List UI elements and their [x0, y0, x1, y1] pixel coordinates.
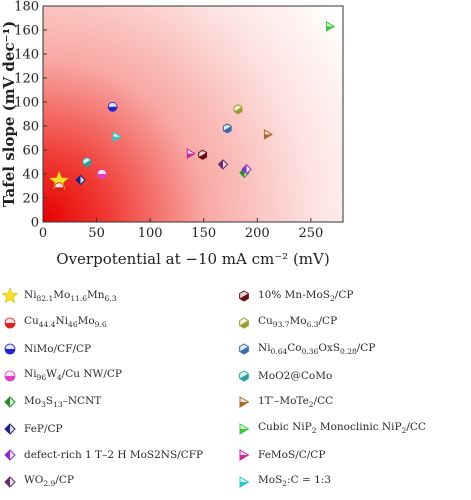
data-point-15 — [186, 148, 196, 159]
legend-marker-icon — [239, 475, 250, 488]
data-point-12 — [82, 156, 92, 168]
legend-marker-icon — [4, 396, 16, 408]
y-tick-label: 60 — [22, 144, 39, 159]
legend-marker-icon — [239, 290, 249, 302]
y-tick-label: 140 — [14, 48, 39, 63]
legend-label: Mo3S13–NCNT — [24, 394, 102, 410]
legend-label: Ni82.1Mo11.6Mn6.3 — [24, 288, 117, 304]
data-point-9 — [198, 149, 208, 160]
plot-frame — [42, 5, 344, 223]
y-tick-label: 180 — [14, 0, 39, 15]
legend-marker-icon — [239, 343, 249, 355]
x-tick-label: 0 — [39, 226, 47, 241]
data-point-13 — [263, 129, 274, 140]
legend-label: FeMoS/C/CP — [258, 449, 326, 461]
legend-label: FeP/CP — [24, 422, 63, 435]
y-tick-label: 80 — [22, 120, 39, 135]
legend-item: 10% Mn-MoS2/CP — [236, 286, 353, 306]
y-tick-label: 0 — [31, 216, 39, 231]
legend-marker-icon — [239, 396, 250, 408]
legend-item: Cubic NiP2 Monoclinic NiP2/CC — [236, 419, 426, 439]
legend-item: Cu44.4Ni46Mo9.6 — [2, 313, 107, 333]
legend-label: Ni96W4/Cu NW/CP — [24, 368, 122, 383]
legend-label: defect-rich 1 T–2 H MoS2NS/CFP — [24, 449, 204, 461]
legend-marker-icon — [4, 475, 16, 488]
data-point-2 — [54, 182, 64, 193]
legend-label: NiMo/CF/CP — [24, 343, 92, 355]
legend-marker-icon — [4, 343, 16, 355]
legend-label: Cu93.7Mo6.3/CP — [258, 315, 338, 330]
x-tick-label: 200 — [245, 226, 270, 241]
data-point-7 — [241, 163, 252, 175]
y-tick-label: 120 — [14, 72, 39, 87]
x-tick-label: 250 — [298, 226, 323, 241]
legend-marker-icon — [4, 317, 16, 328]
legend-item: Cu93.7Mo6.3/CP — [236, 313, 337, 333]
x-tick-label: 100 — [138, 226, 163, 241]
legend-item: FeMoS/C/CP — [236, 445, 325, 465]
legend-item: defect-rich 1 T–2 H MoS2NS/CFP — [2, 445, 203, 465]
data-point-3 — [107, 101, 118, 112]
data-point-14 — [326, 21, 336, 32]
legend-label: MoO2@CoMo — [258, 369, 333, 382]
legend-marker-icon — [4, 422, 16, 435]
data-point-6 — [75, 174, 86, 186]
legend: Ni82.1Mo11.6Mn6.3 Cu44.4Ni46Mo9.6 NiMo/CF/… — [0, 282, 471, 500]
legend-item: MoO2@CoMo — [236, 366, 332, 386]
legend-marker-icon — [239, 449, 250, 461]
legend-label: Cubic NiP2 Monoclinic NiP2/CC — [258, 421, 426, 436]
plot-background — [43, 6, 343, 222]
data-point-16 — [112, 131, 122, 143]
y-tick-label: 20 — [22, 192, 39, 207]
legend-item: Ni0.64Co0.36OxS0.28/CP — [236, 339, 375, 359]
legend-marker-icon — [239, 369, 249, 382]
y-axis-label: Tafel slope (mV dec⁻¹) — [0, 21, 18, 207]
legend-item: MoS2:C = 1:3 — [236, 472, 331, 492]
legend-label: Cu44.4Ni46Mo9.6 — [24, 315, 107, 330]
legend-label: MoS2:C = 1:3 — [258, 474, 332, 489]
legend-marker-icon — [239, 422, 250, 435]
data-point-4 — [97, 169, 107, 179]
y-tick-label: 160 — [14, 24, 39, 39]
legend-item: NiMo/CF/CP — [2, 339, 91, 359]
legend-marker-icon — [2, 288, 18, 304]
legend-item: 1T′–MoTe2/CC — [236, 392, 333, 412]
legend-label: 10% Mn-MoS2/CP — [258, 288, 354, 304]
x-tick-label: 50 — [88, 226, 105, 241]
legend-label: 1T′–MoTe2/CC — [258, 394, 334, 410]
legend-label: WO2.9/CP — [24, 474, 74, 489]
legend-item: WO2.9/CP — [2, 472, 74, 492]
data-point-8 — [217, 159, 229, 170]
y-tick-label: 100 — [14, 96, 39, 111]
data-point-10 — [233, 104, 243, 115]
legend-item: Ni82.1Mo11.6Mn6.3 — [2, 286, 116, 306]
legend-marker-icon — [4, 449, 16, 461]
legend-item: FeP/CP — [2, 419, 63, 439]
legend-item: Ni96W4/Cu NW/CP — [2, 366, 122, 386]
data-point-11 — [222, 123, 232, 134]
legend-item: Mo3S13–NCNT — [2, 392, 101, 412]
legend-marker-icon — [239, 316, 249, 329]
x-axis-label: Overpotential at −10 mA cm⁻² (mV) — [56, 250, 329, 268]
y-tick-label: 40 — [22, 168, 39, 183]
scatter-chart: 0 50 100 150 200 250020406080100120140160180 … — [0, 0, 344, 268]
data-points — [49, 21, 336, 193]
legend-marker-icon — [4, 370, 16, 381]
x-tick-label: 150 — [191, 226, 216, 241]
legend-label: Ni0.64Co0.36OxS0.28/CP — [258, 341, 376, 357]
axis-ticks: 0 50 100 150 200 250 0 20 40 60 80 100 120 140 160 180 — [14, 0, 323, 241]
